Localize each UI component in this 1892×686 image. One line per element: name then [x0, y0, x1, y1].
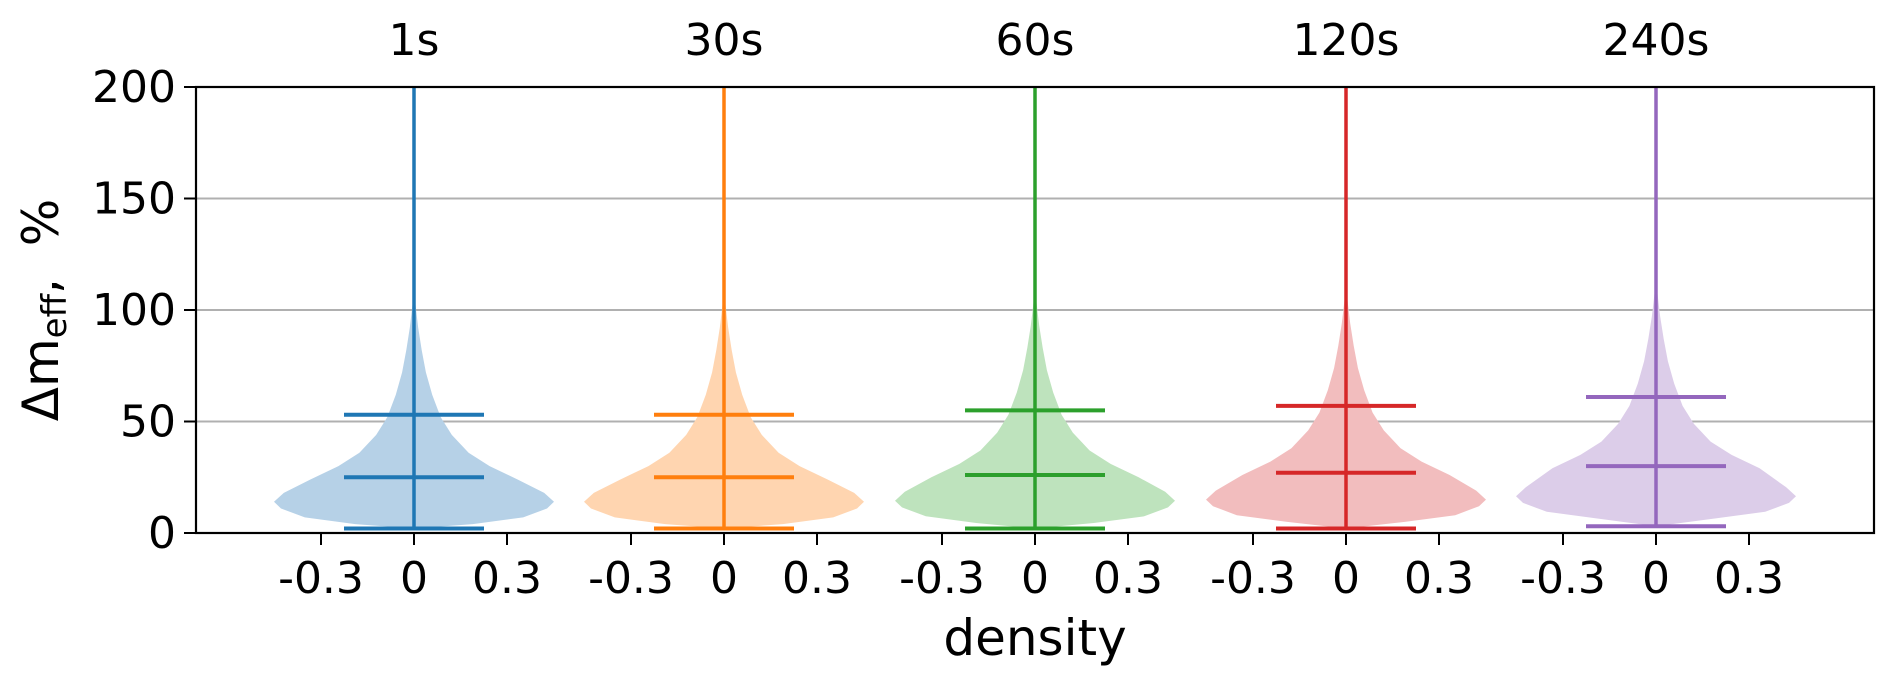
x-tick-label: 0 [1332, 553, 1360, 604]
x-tick-label: 0.3 [782, 553, 852, 604]
x-tick-label: 0.3 [472, 553, 542, 604]
x-tick-label: -0.3 [1210, 553, 1296, 604]
violin-title: 60s [996, 15, 1075, 66]
violin-title: 30s [685, 15, 764, 66]
x-tick-label: 0 [1642, 553, 1670, 604]
y-tick-label: 100 [92, 285, 176, 336]
violin-title: 1s [389, 15, 440, 66]
violin-60s [895, 87, 1175, 531]
violin-title: 240s [1603, 15, 1710, 66]
violin-titles: 1s 30s 60s 120s 240s [389, 15, 1710, 66]
x-tick-label: 0.3 [1404, 553, 1474, 604]
y-tick-label: 150 [92, 174, 176, 225]
x-tick-label: -0.3 [278, 553, 364, 604]
y-axis-label-sub: eff [35, 292, 75, 338]
y-axis-label: Δmeff, % [12, 199, 75, 421]
y-tick-label: 200 [92, 62, 176, 113]
x-axis-label: density [943, 609, 1126, 667]
y-axis-label-main: Δm [12, 338, 70, 421]
violin-title: 120s [1293, 15, 1400, 66]
x-tick-label: 0 [710, 553, 738, 604]
violin-group [274, 87, 1796, 531]
x-tick-label: 0 [1021, 553, 1049, 604]
y-axis-label-unit: , % [12, 199, 70, 294]
x-axis-ticks: -0.3 0 0.3 -0.3 0 0.3 -0.3 0 0.3 -0.3 0 0.3 -0.3 0 0.3 [278, 533, 1784, 604]
x-tick-label: 0.3 [1714, 553, 1784, 604]
violin-120s [1206, 87, 1486, 531]
y-tick-label: 0 [148, 508, 176, 559]
violin-30s [584, 87, 864, 531]
y-tick-label: 50 [120, 397, 176, 448]
violin-240s [1516, 87, 1796, 529]
y-axis-ticks: 0 50 100 150 200 [92, 62, 196, 559]
x-tick-label: -0.3 [1520, 553, 1606, 604]
x-tick-label: -0.3 [588, 553, 674, 604]
x-tick-label: -0.3 [899, 553, 985, 604]
violin-1s [274, 87, 554, 531]
x-tick-label: 0.3 [1093, 553, 1163, 604]
x-tick-label: 0 [400, 553, 428, 604]
